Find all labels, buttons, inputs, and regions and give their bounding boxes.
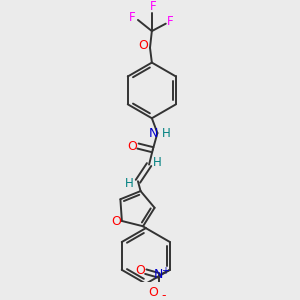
- Text: N: N: [149, 128, 158, 140]
- Text: F: F: [129, 11, 136, 24]
- Text: H: H: [153, 156, 162, 169]
- Text: F: F: [167, 15, 174, 28]
- Text: -: -: [161, 289, 166, 300]
- Text: F: F: [149, 1, 156, 13]
- Text: O: O: [148, 286, 158, 298]
- Text: N: N: [154, 268, 164, 281]
- Text: O: O: [139, 39, 148, 52]
- Text: O: O: [111, 215, 121, 228]
- Text: H: H: [161, 128, 170, 140]
- Text: H: H: [125, 177, 134, 190]
- Text: O: O: [128, 140, 137, 152]
- Text: O: O: [135, 264, 145, 277]
- Text: +: +: [161, 266, 169, 276]
